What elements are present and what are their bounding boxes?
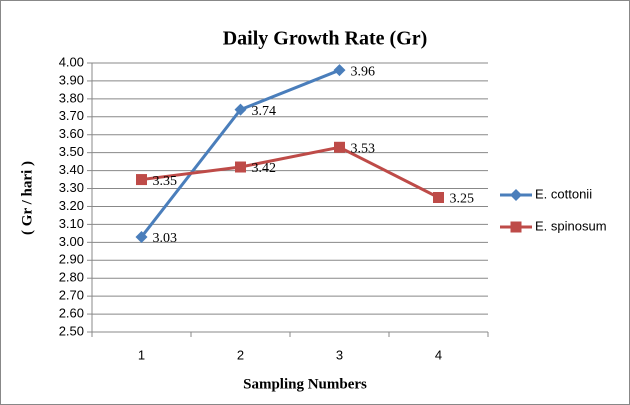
data-label: 3.25 (450, 192, 475, 207)
data-point (235, 161, 246, 173)
data-label: 3.74 (252, 104, 277, 119)
y-tick-label: 2.90 (59, 252, 84, 267)
x-tick-label: 2 (237, 347, 244, 362)
data-point (334, 141, 345, 153)
data-point (135, 230, 148, 243)
y-axis-title: ( Gr / hari ) (19, 161, 35, 235)
x-tick-label: 1 (138, 347, 145, 362)
x-tick-label: 3 (336, 347, 343, 362)
x-tick-label: 4 (435, 347, 442, 362)
y-tick-label: 2.60 (59, 306, 84, 321)
data-label: 3.96 (351, 64, 376, 79)
y-tick-label: 2.50 (59, 323, 84, 338)
legend-label: E. spinosum (535, 218, 607, 233)
data-point (234, 103, 247, 116)
data-point (433, 192, 444, 203)
legend-marker (510, 189, 522, 201)
legend-item: E. spinosum (500, 218, 607, 233)
y-tick-label: 2.80 (59, 270, 84, 285)
x-axis-title: Sampling Numbers (243, 376, 367, 392)
y-tick-label: 3.10 (59, 216, 84, 231)
y-tick-label: 4.00 (59, 54, 84, 69)
data-label: 3.53 (351, 142, 376, 157)
data-label: 3.35 (153, 174, 178, 189)
data-label: 3.03 (153, 231, 178, 246)
legend-label: E. cottonii (535, 186, 592, 201)
legend-item: E. cottonii (500, 186, 592, 201)
y-tick-label: 2.70 (59, 288, 84, 303)
legend-marker (510, 221, 522, 233)
chart-title: Daily Growth Rate (Gr) (223, 28, 428, 50)
data-point (333, 64, 346, 77)
data-label: 3.42 (252, 161, 277, 176)
y-tick-label: 3.70 (59, 108, 84, 123)
y-tick-label: 3.30 (59, 180, 84, 195)
data-point (136, 174, 147, 186)
y-tick-label: 3.90 (59, 72, 84, 87)
y-tick-label: 3.60 (59, 126, 84, 141)
y-tick-label: 3.20 (59, 198, 84, 213)
y-tick-label: 3.80 (59, 90, 84, 105)
series-line (141, 145, 440, 199)
y-tick-label: 3.50 (59, 144, 84, 159)
y-tick-label: 3.40 (59, 162, 84, 177)
y-tick-label: 3.00 (59, 234, 84, 249)
